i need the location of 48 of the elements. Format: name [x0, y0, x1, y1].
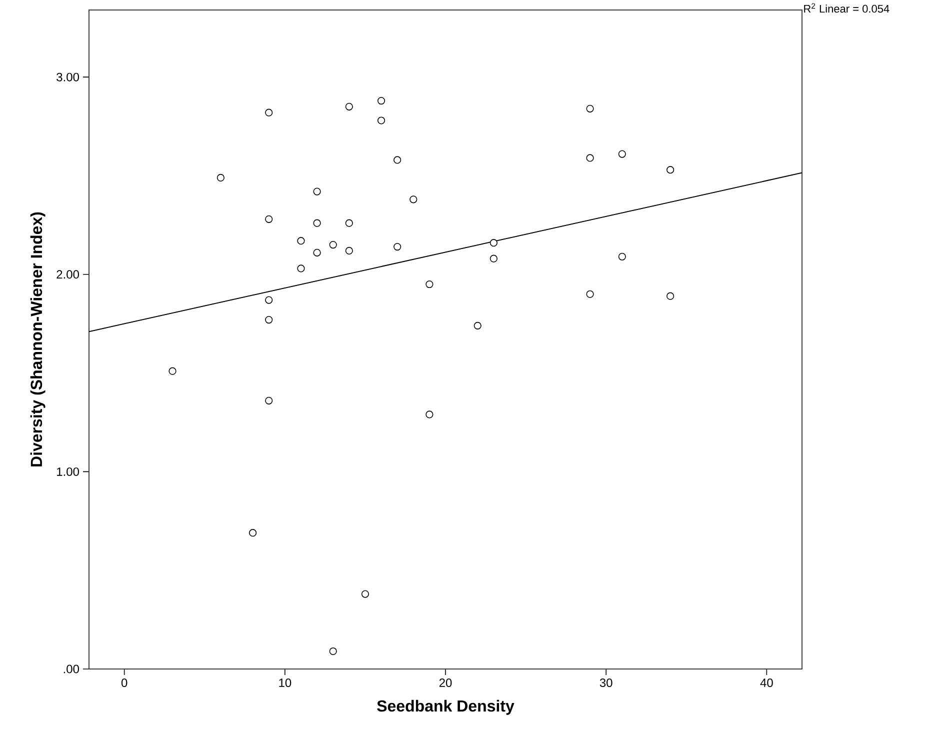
point [490, 254, 498, 262]
x-tick-label: 20 [439, 678, 452, 688]
point [265, 108, 273, 116]
point [618, 252, 626, 260]
point [265, 316, 273, 324]
point [329, 240, 337, 249]
y-tick-label: 3.00 [56, 72, 80, 82]
x-tick-label: 0 [121, 678, 128, 688]
point [666, 292, 674, 300]
point [618, 150, 626, 158]
point [313, 188, 321, 196]
point [297, 237, 305, 245]
text: R$^{2}$ Linear = 0.054 [804, 3, 890, 13]
point [394, 242, 402, 251]
x-tick-label: 40 [760, 678, 773, 688]
point [586, 290, 594, 298]
y-tick-label: 1.00 [57, 467, 80, 476]
point [394, 156, 402, 164]
point [313, 219, 321, 227]
point [586, 104, 594, 112]
point [345, 102, 353, 110]
point [410, 196, 418, 204]
point [377, 116, 386, 124]
point [666, 166, 674, 174]
point [426, 280, 434, 288]
point [361, 590, 370, 598]
point [265, 396, 273, 404]
point [474, 322, 482, 330]
point [297, 264, 305, 272]
point [345, 219, 353, 227]
y-axis-title: Diversity (Shannon-Wiener Index) [30, 212, 46, 466]
point [377, 96, 386, 105]
point [216, 174, 224, 182]
point [345, 246, 353, 255]
x-axis-title: Seedbank Density [377, 700, 514, 715]
point [426, 410, 434, 418]
point [490, 239, 498, 247]
point [313, 248, 321, 256]
point [265, 215, 273, 223]
point [329, 647, 337, 656]
point [249, 529, 257, 537]
x-tick-label: 10 [279, 678, 292, 688]
x-tick-label: 30 [600, 678, 612, 688]
point [586, 154, 594, 162]
point [168, 367, 176, 375]
y-tick-label: 2.00 [56, 270, 80, 279]
y-tick-label: .00 [64, 664, 80, 674]
point [265, 296, 273, 304]
